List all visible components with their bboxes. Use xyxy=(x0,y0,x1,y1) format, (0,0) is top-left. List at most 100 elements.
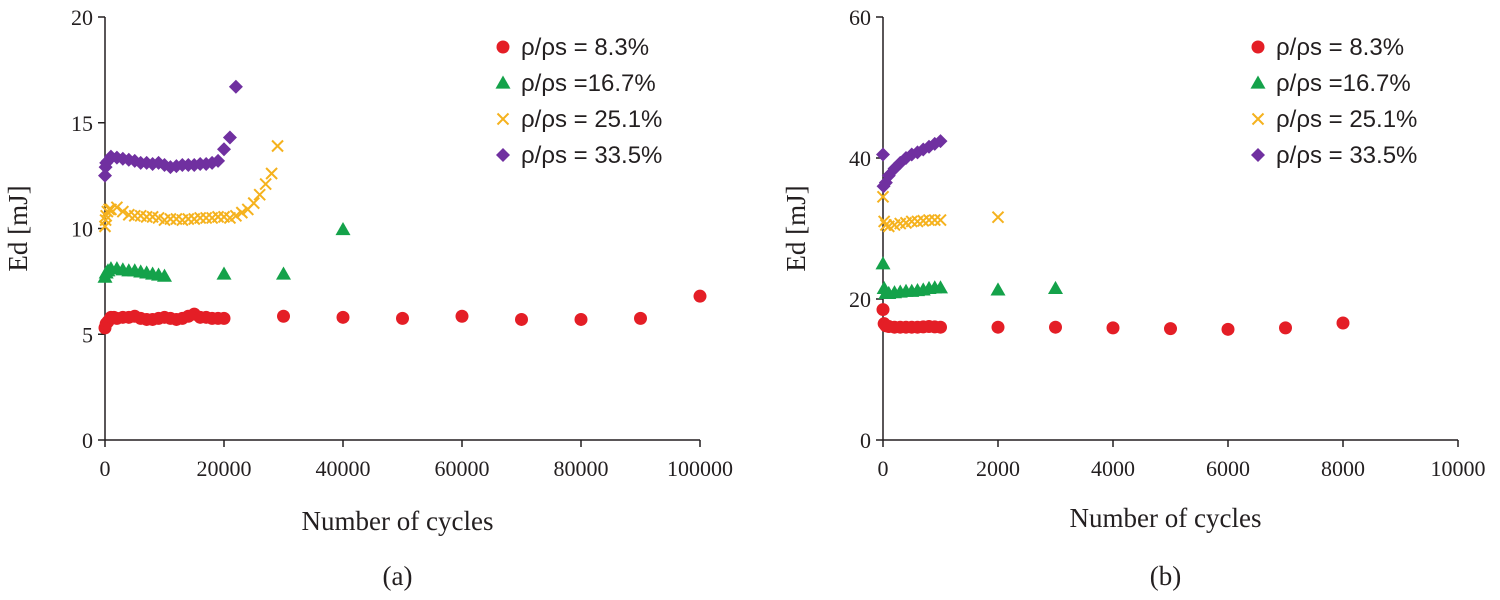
data-point xyxy=(228,79,243,94)
data-point xyxy=(875,256,891,270)
data-point xyxy=(336,310,350,324)
y-tick-label: 10 xyxy=(71,217,93,242)
x-tick-label: 100000 xyxy=(667,456,733,481)
x-tick-label: 40000 xyxy=(316,456,371,481)
data-point xyxy=(634,311,647,325)
panel-caption-b: (b) xyxy=(1150,561,1181,591)
data-point xyxy=(1164,322,1177,336)
data-point xyxy=(1279,321,1292,335)
x-tick-label: 20000 xyxy=(197,456,252,481)
data-point xyxy=(1106,321,1120,335)
legend-marker xyxy=(1251,112,1265,126)
data-point xyxy=(693,289,707,303)
data-point xyxy=(110,201,124,214)
x-axis-title: Number of cycles xyxy=(1070,503,1262,533)
data-point xyxy=(876,190,890,203)
data-point xyxy=(933,134,948,149)
y-tick-label: 20 xyxy=(71,5,93,30)
data-point xyxy=(98,168,112,183)
data-point xyxy=(1049,320,1062,334)
legend-marker xyxy=(1251,148,1265,162)
legend-marker xyxy=(496,112,510,126)
y-tick-label: 5 xyxy=(82,322,93,347)
y-tick-label: 20 xyxy=(849,287,871,312)
series-s-8-3 xyxy=(876,303,1350,336)
data-point xyxy=(102,203,116,216)
data-point xyxy=(265,167,278,180)
legend-label: ρ/ρs = 8.3% xyxy=(1276,34,1404,61)
data-point xyxy=(217,142,231,157)
data-point xyxy=(229,209,243,223)
x-tick-label: 0 xyxy=(878,456,889,481)
y-tick-label: 0 xyxy=(82,428,93,453)
data-point xyxy=(211,153,226,168)
legend: ρ/ρs = 8.3% ρ/ρs =16.7% ρ/ρs = 25.1% ρ/ρs =… xyxy=(1250,34,1417,169)
series-s-33-5 xyxy=(98,79,243,183)
legend-label: ρ/ρs = 25.1% xyxy=(1276,106,1417,133)
data-point xyxy=(277,309,290,323)
series-s-8-3 xyxy=(98,289,707,335)
data-point xyxy=(922,213,936,227)
data-point xyxy=(876,303,890,317)
legend-marker xyxy=(496,40,510,54)
data-point xyxy=(335,222,351,236)
data-point xyxy=(455,309,469,323)
data-point xyxy=(933,280,948,294)
data-point xyxy=(216,266,232,280)
legend-marker xyxy=(495,75,511,89)
data-point xyxy=(928,213,941,227)
data-point xyxy=(259,177,272,191)
y-axis-title: Ed [mJ] xyxy=(3,185,33,271)
series-s-16-7 xyxy=(875,256,1063,299)
legend-label: ρ/ρs = 8.3% xyxy=(521,34,649,61)
legend-label: ρ/ρs = 25.1% xyxy=(521,106,662,133)
legend-label: ρ/ρs = 33.5% xyxy=(521,142,662,169)
data-point xyxy=(235,206,249,219)
x-tick-label: 0 xyxy=(100,456,111,481)
x-tick-label: 80000 xyxy=(554,456,609,481)
x-tick-label: 8000 xyxy=(1321,456,1365,481)
data-point xyxy=(990,282,1006,296)
data-point xyxy=(991,211,1005,224)
series-s-33-5 xyxy=(876,134,948,194)
x-tick-label: 6000 xyxy=(1206,456,1250,481)
data-point xyxy=(115,151,130,166)
data-point xyxy=(271,139,284,153)
data-point xyxy=(276,266,291,280)
x-tick-label: 10000 xyxy=(1431,456,1486,481)
data-point xyxy=(1336,316,1350,330)
series-s-16-7 xyxy=(97,222,351,283)
data-point xyxy=(199,211,213,225)
legend-label: ρ/ρs =16.7% xyxy=(521,70,656,97)
data-point xyxy=(253,188,266,201)
legend: ρ/ρs = 8.3% ρ/ρs =16.7% ρ/ρs = 25.1% ρ/ρs =… xyxy=(495,34,662,169)
panel-caption-a: (a) xyxy=(383,561,413,591)
series-s-25-1 xyxy=(98,139,284,233)
data-point xyxy=(934,213,947,227)
y-tick-label: 15 xyxy=(71,111,93,136)
x-tick-label: 60000 xyxy=(435,456,490,481)
x-axis-title: Number of cycles xyxy=(302,506,494,536)
data-point xyxy=(991,320,1005,334)
data-point xyxy=(1048,280,1063,295)
data-point xyxy=(247,196,260,210)
legend-label: ρ/ρs = 33.5% xyxy=(1276,142,1417,169)
x-tick-label: 4000 xyxy=(1091,456,1135,481)
chart-panel-a: 0 5 10 15 20 0 20000 40000 60000 80000 100000 Ed [m… xyxy=(3,5,733,591)
y-axis-title: Ed [mJ] xyxy=(781,185,811,271)
data-point xyxy=(574,312,588,326)
data-point xyxy=(217,311,231,325)
data-point xyxy=(515,312,528,326)
y-tick-label: 40 xyxy=(849,146,871,171)
data-point xyxy=(934,320,947,334)
legend-marker xyxy=(1250,75,1266,89)
chart-panel-b: 0 20 40 60 0 2000 4000 6000 8000 10000 Ed [mJ] Numb… xyxy=(781,5,1486,591)
data-point xyxy=(1221,322,1235,336)
data-point xyxy=(876,147,890,162)
legend-marker xyxy=(1251,40,1265,54)
data-point xyxy=(222,130,237,145)
data-point xyxy=(396,311,409,325)
y-tick-label: 60 xyxy=(849,5,871,30)
data-point xyxy=(99,209,113,223)
